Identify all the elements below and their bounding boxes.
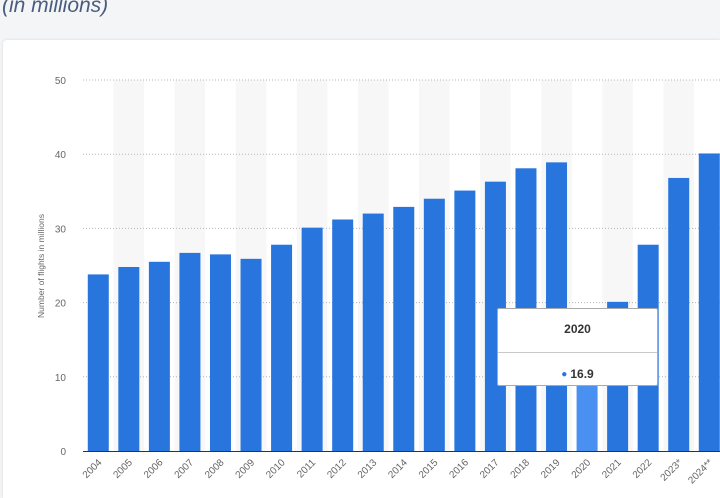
- x-tick-label: 2015: [417, 457, 441, 481]
- bar: [332, 219, 354, 451]
- bar: [546, 162, 568, 451]
- x-tick-label: 2018: [509, 457, 533, 481]
- x-tick-label: 2005: [111, 457, 135, 481]
- y-tick-label: 20: [55, 299, 67, 310]
- y-tick-label: 0: [60, 447, 66, 458]
- x-tick-label: 2023*: [659, 457, 685, 483]
- x-tick-label: 2008: [203, 457, 227, 481]
- bar: [118, 266, 140, 451]
- x-tick-label: 2009: [234, 457, 258, 481]
- bar: [271, 244, 293, 451]
- bar: [393, 206, 415, 451]
- x-tick-label: 2021: [600, 457, 624, 481]
- bar: [454, 190, 476, 452]
- x-tick-label: 2010: [264, 457, 288, 481]
- x-tick-label: 2022: [631, 457, 655, 481]
- bar: [698, 153, 720, 451]
- x-tick-label: 2019: [539, 457, 563, 481]
- y-axis-title: Number of flights in millions: [36, 214, 46, 318]
- x-tick-label: 2016: [447, 457, 471, 481]
- bar: [148, 261, 170, 451]
- bar: [179, 252, 201, 451]
- x-tick-label: 2013: [356, 457, 380, 481]
- x-tick-label: 2020: [570, 457, 594, 481]
- y-tick-label: 10: [55, 373, 67, 384]
- x-tick-label: 2017: [478, 457, 502, 481]
- x-tick-label: 2006: [142, 457, 166, 481]
- x-tick-label: 2011: [295, 457, 318, 480]
- bar: [87, 274, 109, 451]
- y-tick-label: 40: [55, 150, 67, 161]
- bar: [668, 177, 690, 451]
- x-tick-label: 2004: [81, 457, 105, 481]
- bar: [209, 254, 231, 451]
- series-dot-icon: ●: [561, 369, 568, 380]
- y-tick-label: 50: [55, 76, 67, 87]
- x-tick-label: 2014: [386, 457, 410, 481]
- bar: [362, 213, 384, 451]
- y-tick-label: 30: [55, 224, 67, 235]
- tooltip-value-row: ● 16.9: [498, 367, 657, 381]
- data-tooltip: 2020 ● 16.9: [497, 308, 658, 386]
- bar: [301, 227, 323, 451]
- bar: [240, 258, 262, 451]
- chart-card: 0 10 20 30 40 50 2004 2005 2006 2007 2008 2009 2010 2…: [3, 40, 720, 498]
- x-tick-label: 2012: [325, 457, 349, 481]
- x-tick-label: 2024**: [686, 457, 715, 486]
- tooltip-value: 16.9: [570, 367, 594, 381]
- x-tick-label: 2007: [173, 457, 197, 481]
- bar: [423, 198, 445, 451]
- tooltip-divider: [498, 352, 657, 353]
- chart-subtitle: (in millions): [2, 0, 109, 17]
- tooltip-category: 2020: [564, 322, 591, 336]
- bar-chart: 0 10 20 30 40 50 2004 2005 2006 2007 2008 2009 2010 2…: [36, 76, 720, 486]
